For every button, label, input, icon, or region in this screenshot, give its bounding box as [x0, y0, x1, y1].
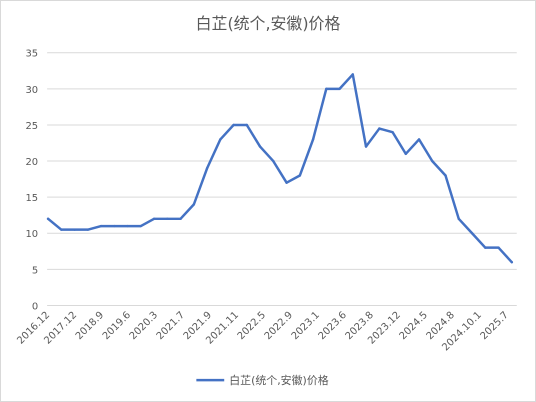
- data-point: [46, 217, 50, 221]
- data-point: [99, 224, 103, 228]
- data-point: [404, 152, 407, 156]
- data-point: [73, 228, 76, 231]
- data-point: [470, 232, 474, 235]
- y-axis: 0 5 10 15 20 25 30 35: [25, 49, 38, 313]
- y-tick-label: 30: [25, 85, 38, 96]
- data-point: [338, 87, 341, 91]
- data-point: [497, 246, 500, 249]
- data-point: [245, 123, 249, 127]
- x-tick-label: 2023.6: [317, 310, 349, 342]
- data-point: [152, 217, 156, 221]
- data-point: [391, 130, 394, 134]
- data-point: [139, 224, 143, 228]
- data-point: [113, 224, 116, 228]
- data-point: [60, 228, 63, 231]
- data-point: [298, 174, 302, 177]
- data-point: [457, 217, 460, 221]
- data-point: [378, 127, 381, 130]
- data-point: [192, 203, 196, 206]
- data-point: [417, 138, 421, 141]
- data-point: [86, 228, 90, 231]
- y-tick-label: 0: [32, 301, 38, 312]
- data-point: [232, 123, 235, 127]
- x-tick-label: 2023.1: [290, 310, 322, 342]
- data-point: [311, 138, 315, 141]
- series-layer: [46, 73, 514, 264]
- data-point: [179, 217, 182, 221]
- legend-label: 白芷(统个,安徽)价格: [229, 373, 329, 387]
- data-point: [351, 73, 354, 76]
- data-point: [444, 174, 447, 177]
- y-tick-label: 15: [25, 193, 38, 204]
- x-tick-label: 2021.7: [155, 310, 187, 342]
- chart-title: 白芷(统个,安徽)价格: [196, 14, 341, 33]
- x-tick-label: 2019.6: [101, 310, 133, 342]
- y-tick-label: 10: [25, 229, 38, 240]
- data-point: [510, 260, 513, 264]
- data-point: [126, 224, 129, 228]
- x-tick-label: 2022.5: [236, 310, 268, 342]
- y-tick-label: 25: [25, 121, 38, 132]
- data-point: [258, 145, 262, 148]
- x-tick-label: 2022.9: [263, 310, 295, 342]
- legend: 白芷(统个,安徽)价格: [196, 373, 329, 387]
- series-line: [46, 73, 514, 264]
- data-point: [325, 87, 328, 91]
- data-point: [166, 217, 169, 221]
- y-tick-label: 20: [25, 157, 38, 168]
- data-point: [364, 145, 368, 148]
- data-point: [205, 167, 209, 170]
- y-tick-label: 5: [32, 265, 38, 276]
- x-axis: 2016.122017.122018.92019.62020.32021.720…: [15, 310, 511, 354]
- x-tick-label: 2020.3: [128, 310, 160, 342]
- x-tick-label: 2025.7: [479, 310, 511, 342]
- data-point: [272, 159, 275, 163]
- data-point: [219, 138, 222, 141]
- data-point: [285, 181, 288, 184]
- x-tick-label: 2018.9: [74, 310, 106, 342]
- grid: [47, 52, 517, 306]
- data-point: [484, 246, 487, 249]
- y-tick-label: 35: [25, 49, 38, 60]
- data-point: [431, 159, 434, 163]
- x-tick-label: 2024.5: [398, 310, 430, 342]
